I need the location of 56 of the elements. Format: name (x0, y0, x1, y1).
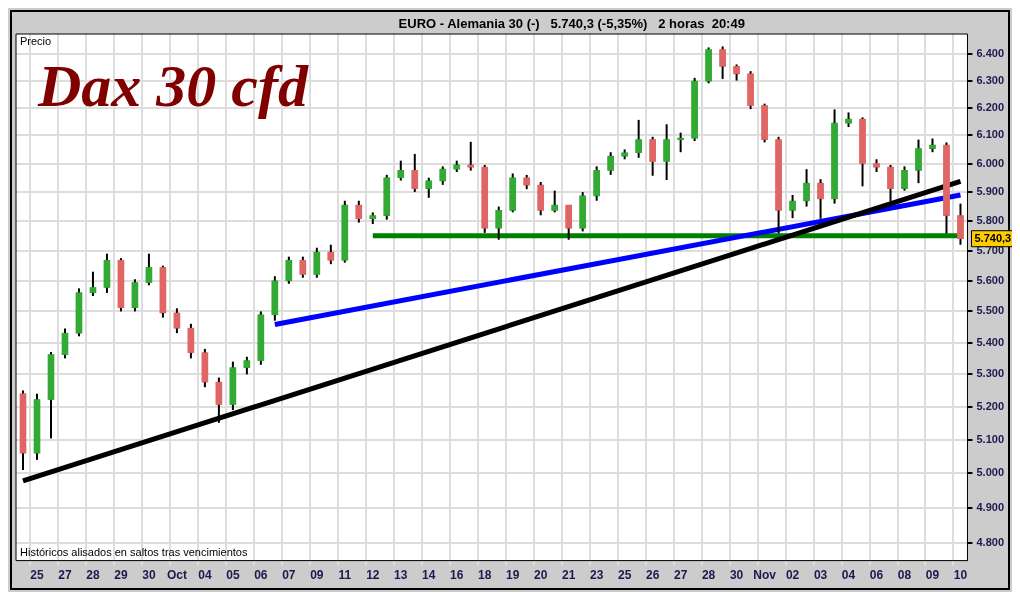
x-tick-label: Nov (753, 568, 777, 583)
x-tick-label: 26 (645, 568, 660, 583)
annotation: Históricos alisados en saltos tras vencimientos (20, 546, 248, 559)
x-tick-label: 23 (590, 568, 604, 583)
y-tick-label: 5.100 (976, 432, 1004, 445)
x-tick-label: 02 (785, 568, 800, 583)
y-tick-label: 5.900 (976, 185, 1004, 198)
x-tick-label: 07 (282, 568, 296, 583)
x-tick-label: 30 (729, 568, 744, 583)
y-tick-label: 5.700 (976, 243, 1004, 256)
x-tick-label: 05 (226, 568, 240, 583)
x-tick-label: 25 (617, 568, 632, 583)
x-tick-label: 14 (422, 568, 436, 583)
x-tick-label: 25 (30, 568, 44, 583)
x-tick-label: 28 (86, 568, 100, 583)
y-tick-label: 5.200 (976, 399, 1004, 412)
x-tick-label: 12 (366, 568, 380, 583)
y-tick-label: 5.400 (976, 335, 1004, 348)
x-tick-label: 03 (813, 568, 828, 583)
y-tick-label: 5.500 (976, 304, 1004, 317)
x-tick-label: 04 (841, 568, 856, 583)
x-tick-label: Oct (166, 568, 187, 583)
text: 5.740,3 (974, 231, 1012, 244)
y-tick-label: 6.200 (976, 100, 1004, 113)
x-tick-label: 09 (310, 568, 324, 583)
x-tick-label: 28 (701, 568, 716, 583)
y-tick-label: 4.800 (976, 535, 1004, 548)
x-tick-label: 19 (506, 568, 520, 583)
x-tick-label: 06 (869, 568, 884, 583)
x-tick-label: 04 (198, 568, 212, 583)
y-tick-label: 6.000 (976, 156, 1004, 169)
x-tick-label: 30 (142, 568, 156, 583)
x-tick-label: 11 (338, 568, 352, 583)
y-tick-label: 4.900 (976, 500, 1004, 513)
x-tick-label: 06 (254, 568, 268, 583)
x-tick-label: 21 (562, 568, 576, 583)
x-tick-label: 29 (114, 568, 128, 583)
chart-subtitle: EURO - Alemania 30 (-) 5.740,3 (-5,35%) 2 horas 20:49 (398, 15, 745, 31)
x-tick-label: 09 (925, 568, 940, 583)
y-tick-label: 5.600 (976, 273, 1004, 286)
y-tick-label: 6.100 (976, 128, 1004, 141)
y-tick-label: 6.300 (976, 73, 1004, 86)
y-axis-title: Precio (20, 34, 52, 47)
x-tick-label: 10 (953, 568, 968, 583)
y-tick-label: 5.300 (976, 367, 1004, 380)
chart-title: Dax 30 cfd (37, 53, 309, 119)
x-tick-label: 16 (450, 568, 464, 583)
y-tick-label: 5.800 (976, 214, 1004, 227)
x-tick-label: 08 (897, 568, 912, 583)
x-tick-label: 13 (394, 568, 408, 583)
y-tick-label: 6.400 (976, 46, 1004, 59)
x-tick-label: 20 (534, 568, 548, 583)
x-tick-label: 27 (673, 568, 688, 583)
y-tick-label: 5.000 (976, 466, 1004, 479)
x-tick-label: 27 (58, 568, 72, 583)
x-tick-label: 18 (478, 568, 492, 583)
